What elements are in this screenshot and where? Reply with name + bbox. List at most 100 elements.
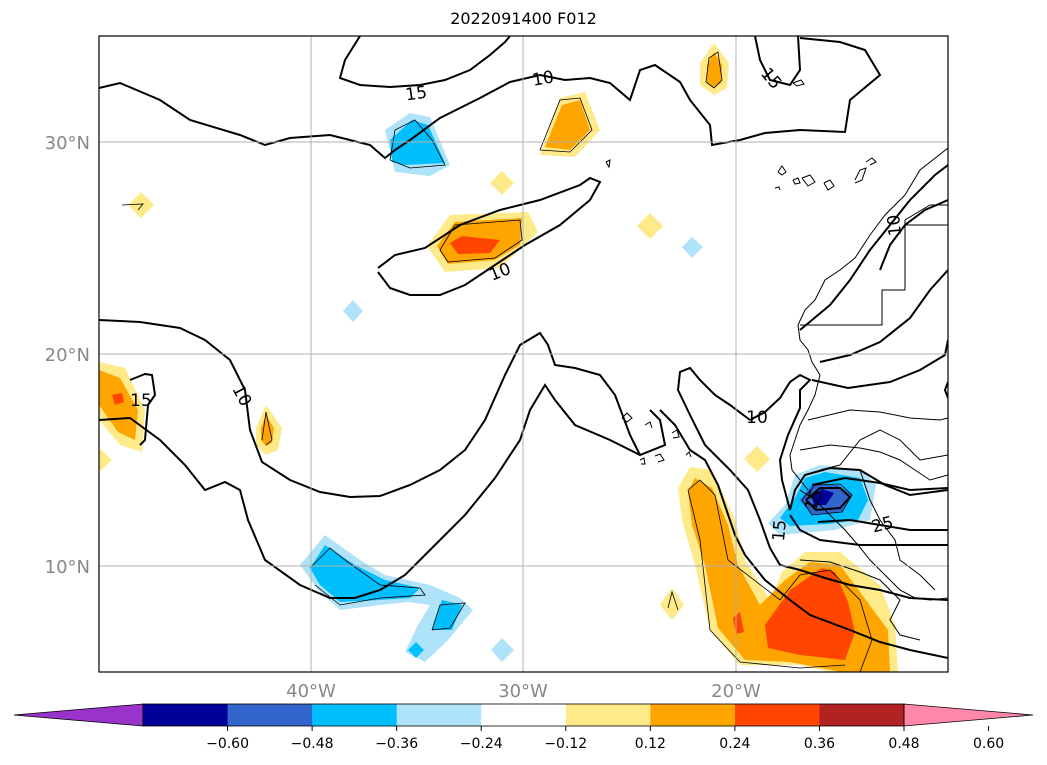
contour-line [943, 381, 948, 399]
contour-line [789, 514, 948, 546]
positive-anomaly-patch [99, 370, 138, 440]
contour-line [338, 36, 511, 89]
island [854, 167, 867, 184]
contour-line [749, 373, 812, 511]
positive-anomaly-patch [660, 588, 684, 620]
lat-axis-labels: 30°N 20°N 10°N [45, 133, 90, 578]
positive-anomaly-patch [545, 100, 590, 150]
coastline [789, 147, 948, 491]
contour-line [799, 164, 948, 331]
lon-tick-label: 20°W [711, 681, 761, 702]
colorbar-tick-label: −0.60 [206, 736, 249, 752]
island [685, 451, 692, 458]
colorbar-tick-label: 0.48 [888, 736, 919, 752]
negative-anomaly-patch [812, 489, 834, 505]
contour-labels: 15 10 10 15 10 10 15 15 10 15 25 [130, 64, 906, 542]
contour-label: 15 [756, 64, 785, 93]
contour-label: 15 [130, 391, 152, 411]
colorbar-cell [143, 704, 229, 726]
contour-line [789, 466, 948, 511]
island [644, 421, 653, 429]
map-frame [98, 35, 949, 673]
lat-tick-label: 30°N [45, 133, 90, 154]
negative-anomaly-patch [343, 300, 363, 322]
positive-anomaly-patch [450, 236, 500, 254]
colorbar-outline [142, 703, 905, 727]
colorbar-tick-label: 0.24 [719, 736, 750, 752]
coastline [799, 559, 921, 641]
island [792, 79, 805, 87]
shaded-field-negative [300, 113, 876, 662]
contour-label: 15 [404, 83, 428, 106]
lon-tick-label: 40°W [286, 681, 336, 702]
colorbar-tick-label: −0.24 [460, 736, 503, 752]
positive-anomaly-patch [490, 171, 514, 195]
lat-tick-label: 10°N [45, 557, 90, 578]
coastline [800, 204, 948, 326]
island [792, 177, 801, 185]
colorbar-cell [481, 704, 567, 726]
contour-line [819, 269, 948, 363]
island [621, 412, 633, 423]
lon-axis-labels: 40°W 30°W 20°W [286, 681, 761, 702]
contour-label: 10 [884, 214, 906, 237]
positive-anomaly-patch [637, 213, 663, 239]
island [823, 179, 835, 191]
contour-line [99, 319, 641, 499]
shaded-field-positive [99, 43, 898, 672]
coastline [807, 409, 948, 421]
negative-anomaly-patch [682, 237, 703, 258]
island [801, 174, 816, 187]
negative-anomaly-patch [408, 642, 424, 658]
contour-line [659, 409, 948, 659]
colorbar: −0.60 −0.48 −0.36 −0.24 −0.12 0.12 0.24 0.36 0.4… [13, 703, 1034, 752]
colorbar-cell [312, 704, 398, 726]
contour-line [377, 176, 602, 296]
positive-anomaly-patch [744, 446, 770, 472]
contour-line [99, 383, 667, 599]
map-area: 15 10 10 15 10 10 15 15 10 15 25 [99, 36, 948, 672]
colorbar-tick-label: 0.36 [804, 736, 835, 752]
field-outline [261, 411, 273, 446]
field-outline [705, 51, 723, 89]
contour-line [805, 487, 852, 512]
coastlines [605, 79, 948, 641]
contour-label: 10 [531, 67, 556, 90]
contour-line [817, 518, 948, 531]
island [865, 157, 877, 166]
colorbar-tick-label: −0.12 [544, 736, 587, 752]
colorbar-cell [650, 704, 736, 726]
colorbar-cell [734, 704, 820, 726]
island [654, 453, 665, 463]
contour-line [811, 476, 948, 492]
coastline [859, 469, 936, 591]
negative-anomaly-patch [310, 545, 420, 602]
colorbar-tick-label: −0.48 [291, 736, 334, 752]
island [777, 165, 787, 176]
lat-tick-label: 20°N [45, 345, 90, 366]
island [671, 429, 680, 439]
colorbar-extend-min [13, 703, 144, 727]
field-outline [431, 602, 466, 631]
island [774, 186, 781, 191]
field-outline [121, 203, 144, 211]
field-outline [667, 590, 679, 611]
colorbar-tick-label: 0.12 [635, 736, 666, 752]
contour-label: 25 [870, 513, 896, 538]
field-outline [539, 97, 593, 153]
colorbar-extend-max [903, 703, 1034, 727]
coastline [799, 489, 948, 601]
positive-anomaly-patch [99, 448, 112, 472]
contour-label: 15 [769, 519, 791, 542]
contour-line [811, 339, 948, 390]
coastline [799, 444, 948, 481]
field-outline [309, 547, 426, 606]
positive-anomaly-patch [112, 393, 124, 405]
colorbar-cell [565, 704, 651, 726]
contour-label: 10 [228, 381, 256, 409]
field-outline [439, 219, 523, 263]
positive-anomaly-patch [707, 52, 722, 88]
island [605, 159, 611, 169]
coastline [819, 429, 948, 471]
